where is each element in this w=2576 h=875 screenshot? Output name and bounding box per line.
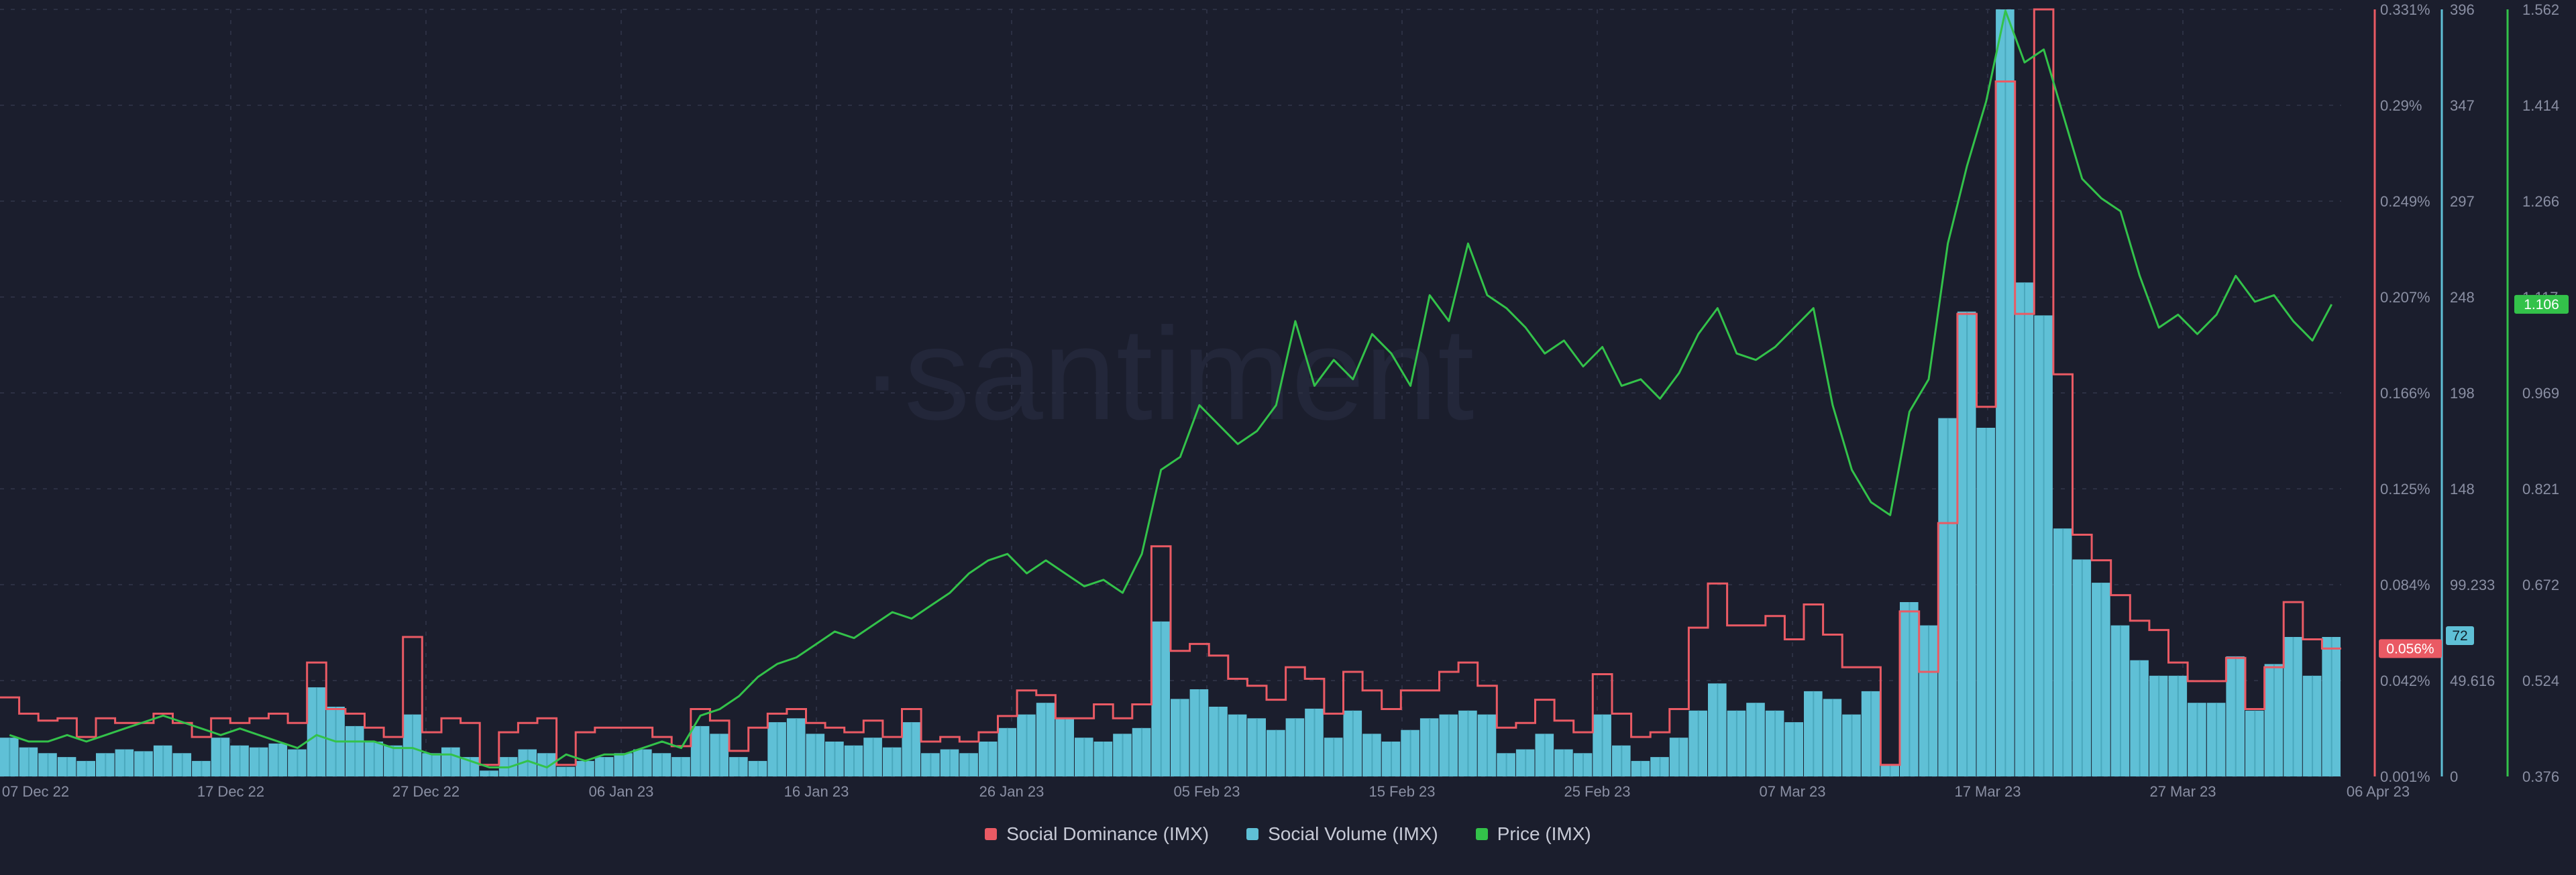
y-tick-label: 1.562 <box>2522 1 2559 18</box>
legend-label: Social Volume (IMX) <box>1268 823 1438 844</box>
legend-label: Price (IMX) <box>1497 823 1591 844</box>
x-tick-label: 05 Feb 23 <box>1173 783 1240 800</box>
price-swatch <box>1475 828 1488 840</box>
y-tick-label: 0 <box>2450 768 2458 785</box>
y-tick-label: 0.376 <box>2522 768 2559 785</box>
y-tick-label: 198 <box>2450 385 2475 402</box>
y-tick-label: 0.249% <box>2380 193 2430 210</box>
price-line <box>9 9 2333 768</box>
y-tick-label: 1.414 <box>2522 97 2559 114</box>
x-tick-label: 15 Feb 23 <box>1368 783 1435 800</box>
social-dominance-badge: 0.056% <box>2386 641 2434 656</box>
legend-item-price[interactable]: Price (IMX) <box>1475 823 1591 845</box>
x-tick-label: 06 Apr 23 <box>2347 783 2410 800</box>
y-tick-label: 0.001% <box>2380 768 2430 785</box>
y-tick-label: 0.969 <box>2522 385 2559 402</box>
x-tick-label: 07 Mar 23 <box>1759 783 1825 800</box>
legend-item-social-volume[interactable]: Social Volume (IMX) <box>1246 823 1438 845</box>
y-tick-label: 0.084% <box>2380 577 2430 593</box>
y-tick-label: 396 <box>2450 1 2475 18</box>
x-tick-label: 16 Jan 23 <box>784 783 849 800</box>
y-tick-label: 297 <box>2450 193 2475 210</box>
social-dominance-swatch <box>985 828 998 840</box>
social-volume-bars <box>0 9 2341 776</box>
x-tick-label: 17 Dec 22 <box>197 783 264 800</box>
y-tick-label: 0.125% <box>2380 481 2430 498</box>
y-tick-label: 148 <box>2450 481 2475 498</box>
y-tick-label: 0.821 <box>2522 481 2559 498</box>
watermark: ·santiment <box>860 300 1474 447</box>
x-tick-label: 07 Dec 22 <box>2 783 69 800</box>
y-tick-label: 248 <box>2450 289 2475 306</box>
y-tick-label: 0.29% <box>2380 97 2422 114</box>
x-tick-label: 27 Dec 22 <box>392 783 460 800</box>
series-lines <box>0 8 2341 768</box>
y-tick-label: 99.233 <box>2450 577 2495 593</box>
social-volume-badge: 72 <box>2452 628 2467 644</box>
x-tick-label: 27 Mar 23 <box>2149 783 2216 800</box>
social-volume-badge-bg <box>2446 626 2474 645</box>
social-dominance-line <box>0 8 2341 766</box>
y-tick-label: 1.266 <box>2522 193 2559 210</box>
y-tick-label: 0.166% <box>2380 385 2430 402</box>
y-tick-label: 0.331% <box>2380 1 2430 18</box>
y-tick-label: 0.524 <box>2522 673 2559 689</box>
y-tick-label: 347 <box>2450 97 2475 114</box>
y-tick-label: 49.616 <box>2450 673 2495 689</box>
value-badges: 0.056% 72 1.106 <box>2379 294 2569 658</box>
x-tick-label: 25 Feb 23 <box>1564 783 1630 800</box>
social-dominance-badge-bg <box>2379 639 2442 658</box>
y-tick-label: 0.672 <box>2522 577 2559 593</box>
x-tick-label: 06 Jan 23 <box>589 783 654 800</box>
y-tick-label: 0.042% <box>2380 673 2430 689</box>
price-badge: 1.106 <box>2524 297 2559 312</box>
legend-item-social-dominance[interactable]: Social Dominance (IMX) <box>985 823 1209 845</box>
chart-legend: Social Dominance (IMX) Social Volume (IM… <box>0 823 2576 845</box>
price-badge-bg <box>2514 294 2569 314</box>
legend-label: Social Dominance (IMX) <box>1006 823 1210 844</box>
x-tick-label: 26 Jan 23 <box>979 783 1044 800</box>
y-tick-label: 0.207% <box>2380 289 2430 306</box>
social-volume-swatch <box>1246 828 1259 840</box>
x-tick-label: 17 Mar 23 <box>1954 783 2021 800</box>
